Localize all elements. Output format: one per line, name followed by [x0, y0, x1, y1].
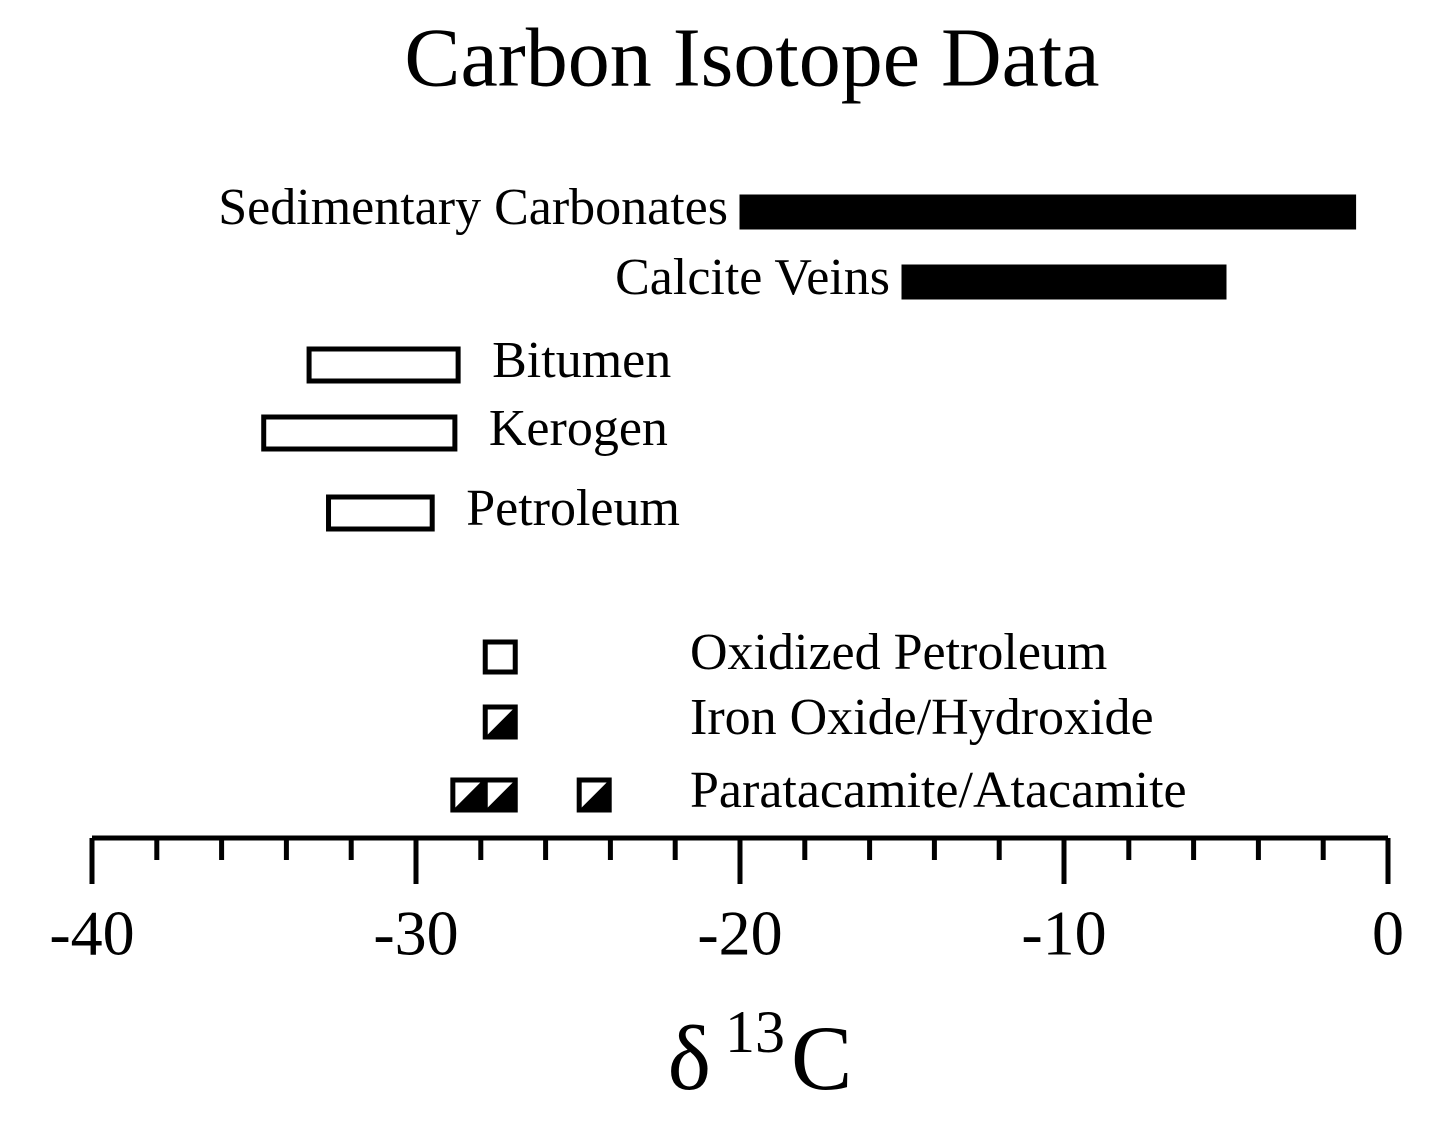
- range-label: Calcite Veins: [615, 249, 890, 306]
- range-label: Bitumen: [492, 332, 671, 389]
- point-label: Paratacamite/Atacamite: [690, 762, 1187, 819]
- x-tick-label: -40: [49, 898, 134, 969]
- range-label: Kerogen: [489, 400, 668, 457]
- point-marker: [482, 639, 518, 675]
- x-label-element: C: [791, 1007, 852, 1109]
- x-tick-label: -30: [373, 898, 458, 969]
- x-tick-label: -20: [697, 898, 782, 969]
- x-tick-label: 0: [1372, 898, 1404, 969]
- point-marker: [450, 777, 486, 813]
- range-label: Petroleum: [466, 480, 680, 537]
- range-bar: [739, 194, 1357, 230]
- x-axis-label: δ 13C: [668, 999, 853, 1109]
- range-bar: [306, 346, 461, 384]
- range-bar: [901, 264, 1227, 300]
- point-marker: [482, 704, 518, 740]
- point-label: Oxidized Petroleum: [690, 624, 1107, 681]
- point-label: Iron Oxide/Hydroxide: [690, 689, 1154, 746]
- chart-title: Carbon Isotope Data: [404, 11, 1099, 104]
- point-marker: [482, 777, 518, 813]
- range-bar: [326, 494, 435, 532]
- x-tick-label: -10: [1021, 898, 1106, 969]
- x-label-superscript: 13: [725, 999, 785, 1065]
- range-label: Sedimentary Carbonates: [218, 179, 728, 236]
- point-marker: [576, 777, 612, 813]
- x-label-symbol: δ: [668, 1007, 711, 1109]
- range-bar: [261, 414, 458, 452]
